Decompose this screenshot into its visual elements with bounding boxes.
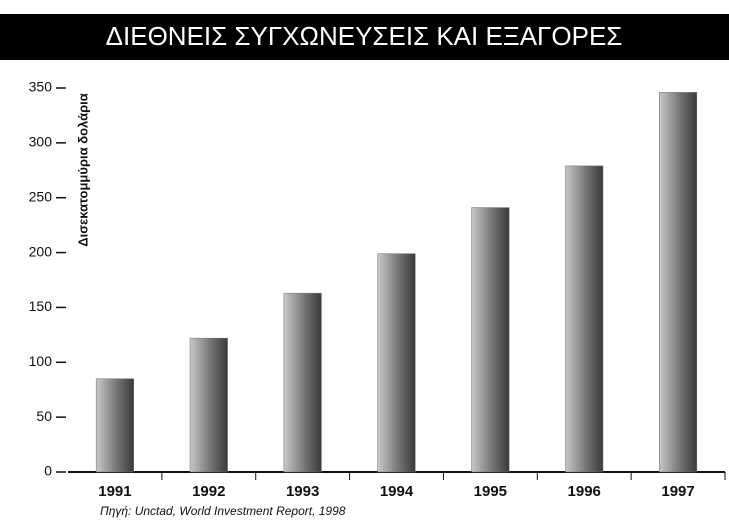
bar xyxy=(95,378,134,473)
y-tick-label: 0 xyxy=(44,463,52,479)
x-tick-label: 1996 xyxy=(568,483,601,500)
title-bar xyxy=(0,14,729,60)
bar xyxy=(659,92,698,473)
chart-title: ΔΙΕΘΝΕΙΣ ΣΥΓΧΩΝΕΥΣΕΙΣ ΚΑΙ ΕΞΑΓΟΡΕΣ xyxy=(106,21,623,51)
source: Πηγή: Unctad, World Investment Report, 1… xyxy=(100,504,346,518)
y-tick-label: 250 xyxy=(29,188,53,204)
bar xyxy=(189,337,228,473)
x-tick-label: 1994 xyxy=(380,483,414,500)
bar xyxy=(471,207,510,473)
y-tick-label: 300 xyxy=(29,134,53,150)
y-tick-label: 200 xyxy=(29,243,53,259)
y-tick-label: 100 xyxy=(29,353,53,369)
x-tick-label: 1993 xyxy=(286,483,319,500)
y-tick-label: 50 xyxy=(36,408,52,424)
x-tick-label: 1991 xyxy=(98,483,131,500)
x-tick-label: 1995 xyxy=(474,483,507,500)
x-tick-label: 1997 xyxy=(661,483,694,500)
y-tick-label: 150 xyxy=(29,298,53,314)
y-tick-label: 350 xyxy=(29,79,53,95)
bar xyxy=(565,165,604,473)
x-tick-label: 1992 xyxy=(192,483,225,500)
bar xyxy=(283,292,322,473)
y-axis-label: Δισεκατομμύρια δολάρια xyxy=(75,93,90,246)
bar xyxy=(377,253,416,473)
